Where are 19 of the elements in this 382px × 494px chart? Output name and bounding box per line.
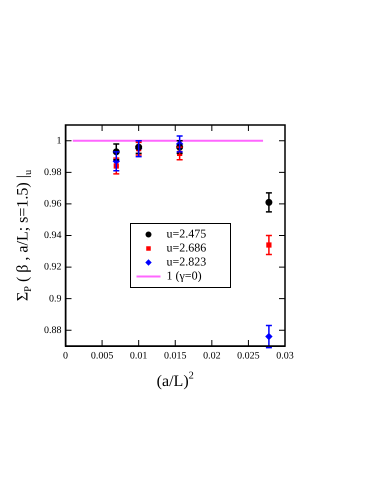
y-tick-label: 0.9 [49, 293, 62, 304]
x-tick-label: 0 [63, 350, 68, 362]
x-tick-label: 0.02 [203, 350, 221, 362]
x-tick-label: 0.01 [130, 350, 148, 362]
y-tick-label: 0.88 [44, 324, 62, 336]
y-tick-label: 0.92 [44, 262, 62, 273]
legend-label: u=2.475 [166, 226, 206, 241]
y-tick-label: 0.98 [44, 166, 62, 178]
y-tick-label: 0.96 [44, 198, 62, 210]
x-tick-label: 0.005 [90, 350, 114, 362]
y-axis-title: ΣP ( β , a/L; s=1.5) |u [14, 169, 34, 302]
legend-label: 1 (γ=0) [166, 268, 202, 283]
x-tick-label: 0.03 [276, 350, 294, 362]
x-tick-label: 0.015 [164, 350, 186, 362]
x-tick-label: 0.025 [237, 350, 260, 362]
legend-label: u=2.823 [166, 254, 206, 269]
y-tick-label: 1 [56, 135, 62, 146]
y-tick-label: 0.94 [44, 230, 62, 242]
legend-label: u=2.686 [166, 240, 206, 255]
